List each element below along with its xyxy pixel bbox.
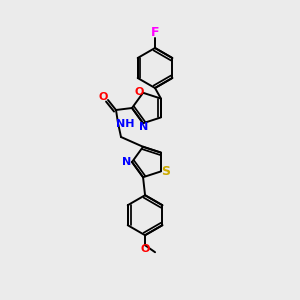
Text: O: O [98, 92, 108, 102]
Text: S: S [161, 165, 170, 178]
Text: O: O [134, 87, 144, 97]
Text: N: N [140, 122, 149, 132]
Text: N: N [122, 157, 132, 167]
Text: F: F [151, 26, 159, 40]
Text: O: O [140, 244, 150, 254]
Text: NH: NH [116, 119, 134, 129]
